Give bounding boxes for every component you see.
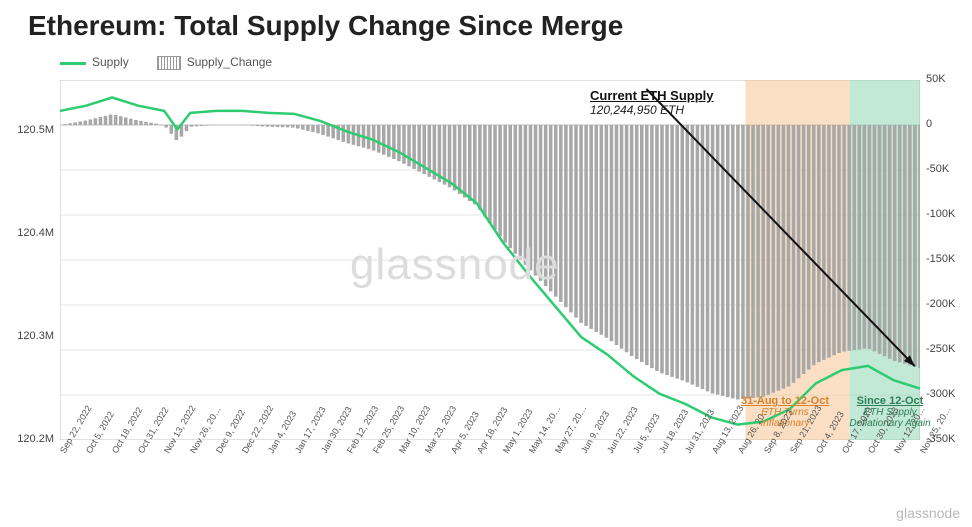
y-right-tick: 0 — [926, 118, 972, 130]
y-right-tick: -250K — [926, 343, 972, 355]
annotation-current-title: Current ETH Supply — [590, 88, 714, 103]
y-right-tick: 50K — [926, 73, 972, 85]
legend-supply-change-swatch — [157, 56, 181, 70]
chart-title: Ethereum: Total Supply Change Since Merg… — [28, 10, 623, 42]
annotation-current-value: 120,244,950 ETH — [590, 103, 714, 117]
annotation-current-supply: Current ETH Supply 120,244,950 ETH — [590, 88, 714, 117]
y-left-tick: 120.3M — [6, 330, 54, 342]
y-right-tick: -200K — [926, 298, 972, 310]
y-left-tick: 120.4M — [6, 227, 54, 239]
y-left-tick: 120.5M — [6, 124, 54, 136]
brand-label: glassnode — [896, 505, 960, 521]
y-right-tick: -50K — [926, 163, 972, 175]
chart-svg — [60, 80, 920, 440]
y-right-tick: -300K — [926, 388, 972, 400]
legend-supply: Supply — [60, 55, 129, 69]
annotation-orange-title: 31-Aug to 12-Oct — [730, 395, 840, 407]
chart-area — [60, 80, 920, 440]
legend-supply-change: Supply_Change — [157, 55, 272, 70]
y-right-tick: -150K — [926, 253, 972, 265]
legend-supply-label: Supply — [92, 55, 129, 69]
legend: Supply Supply_Change — [60, 55, 272, 70]
y-left-tick: 120.2M — [6, 433, 54, 445]
legend-supply-swatch — [60, 62, 86, 65]
legend-supply-change-label: Supply_Change — [187, 55, 272, 69]
y-right-tick: -100K — [926, 208, 972, 220]
